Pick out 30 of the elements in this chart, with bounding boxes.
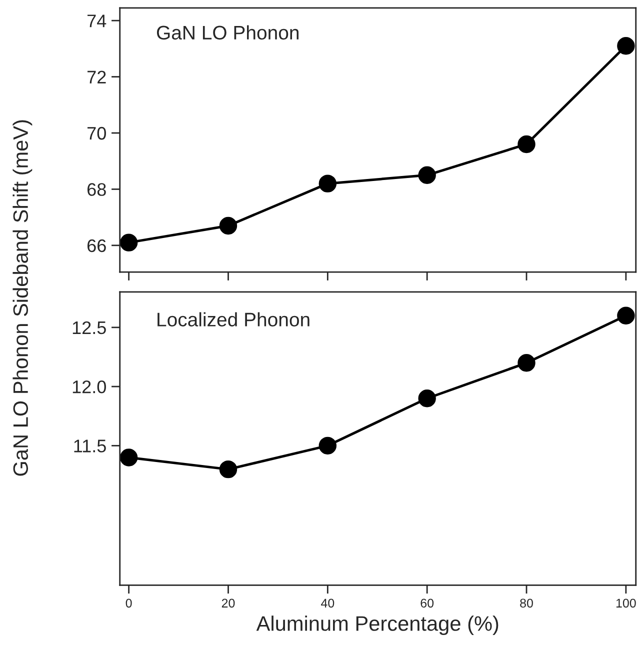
point (318, 436, 337, 455)
annotation: Localized Phonon (158, 312, 310, 326)
point (120, 234, 138, 252)
point (120, 448, 138, 466)
point (219, 460, 238, 478)
point (418, 166, 436, 184)
point (418, 390, 436, 408)
point (518, 135, 536, 154)
y-tick-label: 74 (88, 14, 106, 28)
point (219, 216, 238, 235)
x-tick-label: 40 (320, 598, 334, 608)
point (318, 174, 337, 192)
x-tick-label: 20 (222, 598, 235, 608)
x-tick-label: 60 (420, 598, 434, 608)
y-tick-label: 12.5 (72, 321, 106, 334)
x-tick-label: 80 (520, 598, 533, 608)
y-tick-label: 72 (88, 70, 106, 84)
y-tick-label: 66 (88, 239, 106, 252)
annotation: GaN LO Phonon (156, 25, 298, 40)
point (518, 354, 536, 372)
y-tick-label: 11.5 (74, 440, 106, 452)
y-tick-label: 12.0 (72, 380, 106, 394)
point (617, 306, 635, 324)
y-tick-label: 68 (88, 183, 106, 196)
point (617, 37, 635, 55)
y-tick-label: 70 (88, 126, 106, 140)
y-axis-title: GaN LO Phonon Sideband Shift (meV) (12, 120, 32, 476)
x-tick-label: 100 (616, 598, 636, 608)
x-tick-label: 0 (126, 598, 132, 608)
x-axis-title: Aluminum Percentage (%) (256, 616, 498, 636)
